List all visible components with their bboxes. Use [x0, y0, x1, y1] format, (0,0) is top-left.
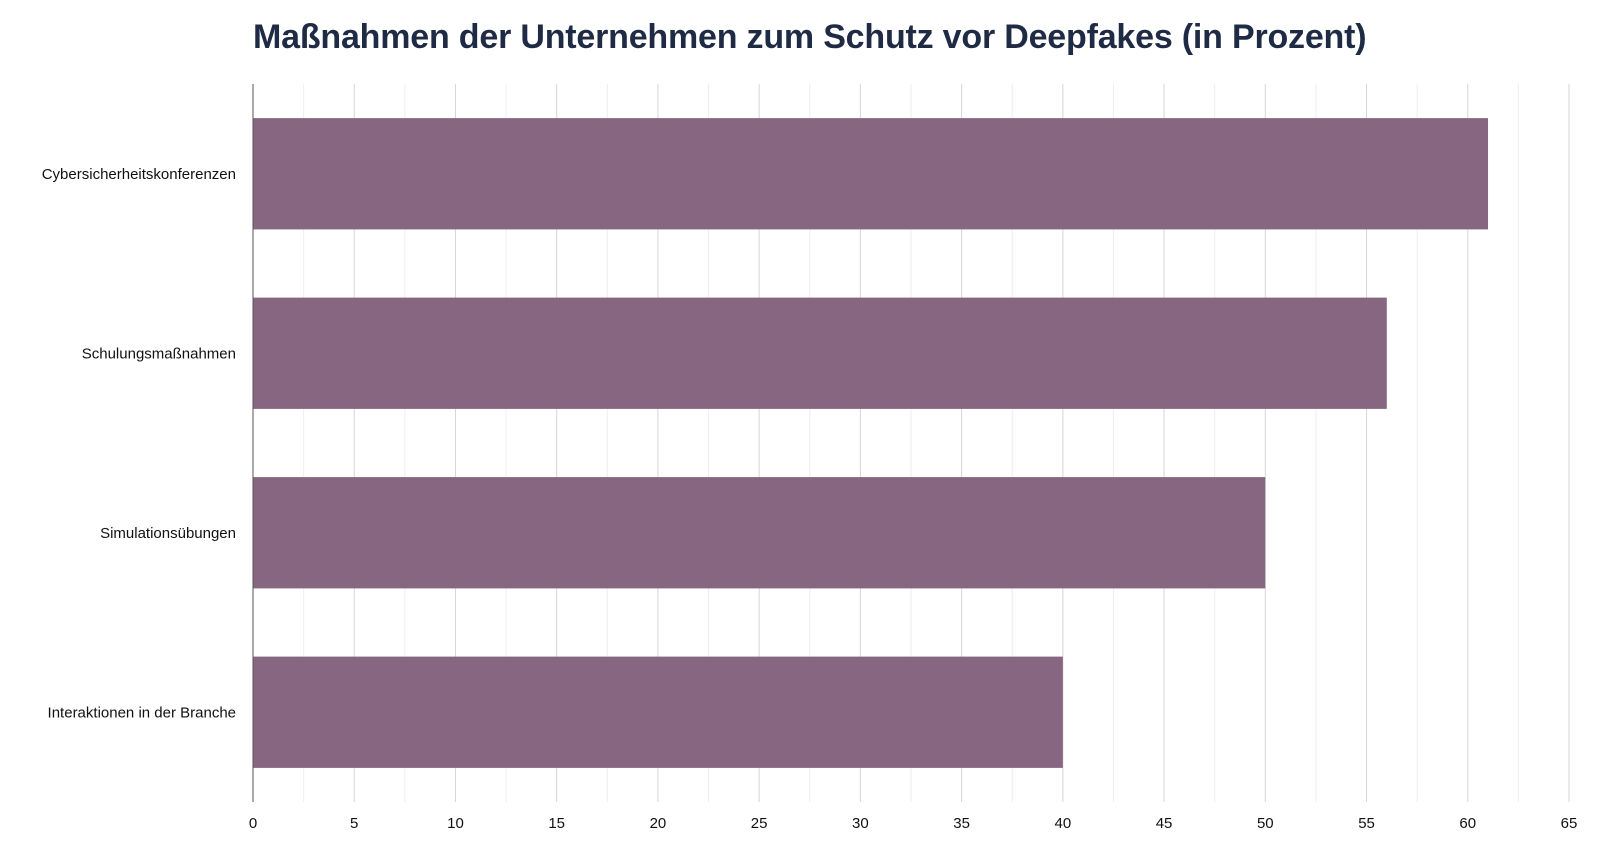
- x-tick-label: 25: [751, 815, 768, 832]
- x-tick-label: 30: [852, 815, 869, 832]
- x-tick-label: 15: [548, 815, 565, 832]
- x-tick-label: 50: [1257, 815, 1274, 832]
- x-tick-label: 20: [650, 815, 667, 832]
- y-category-label: Cybersicherheitskonferenzen: [42, 166, 236, 183]
- y-category-label: Schulungsmaßnahmen: [82, 345, 236, 362]
- bar: [253, 118, 1489, 230]
- x-tick-label: 65: [1561, 815, 1578, 832]
- y-category-label: Interaktionen in der Branche: [48, 704, 236, 721]
- chart-title: Maßnahmen der Unternehmen zum Schutz vor…: [253, 18, 1367, 56]
- x-tick-label: 55: [1358, 815, 1375, 832]
- bar: [253, 297, 1387, 409]
- bar: [253, 656, 1063, 768]
- bar: [253, 477, 1266, 589]
- x-tick-label: 45: [1156, 815, 1173, 832]
- x-tick-label: 60: [1459, 815, 1476, 832]
- x-tick-label: 40: [1055, 815, 1072, 832]
- x-tick-label: 0: [249, 815, 257, 832]
- x-tick-label: 10: [447, 815, 464, 832]
- y-category-label: Simulationsübungen: [100, 525, 236, 542]
- x-tick-label: 35: [953, 815, 970, 832]
- x-tick-label: 5: [350, 815, 358, 832]
